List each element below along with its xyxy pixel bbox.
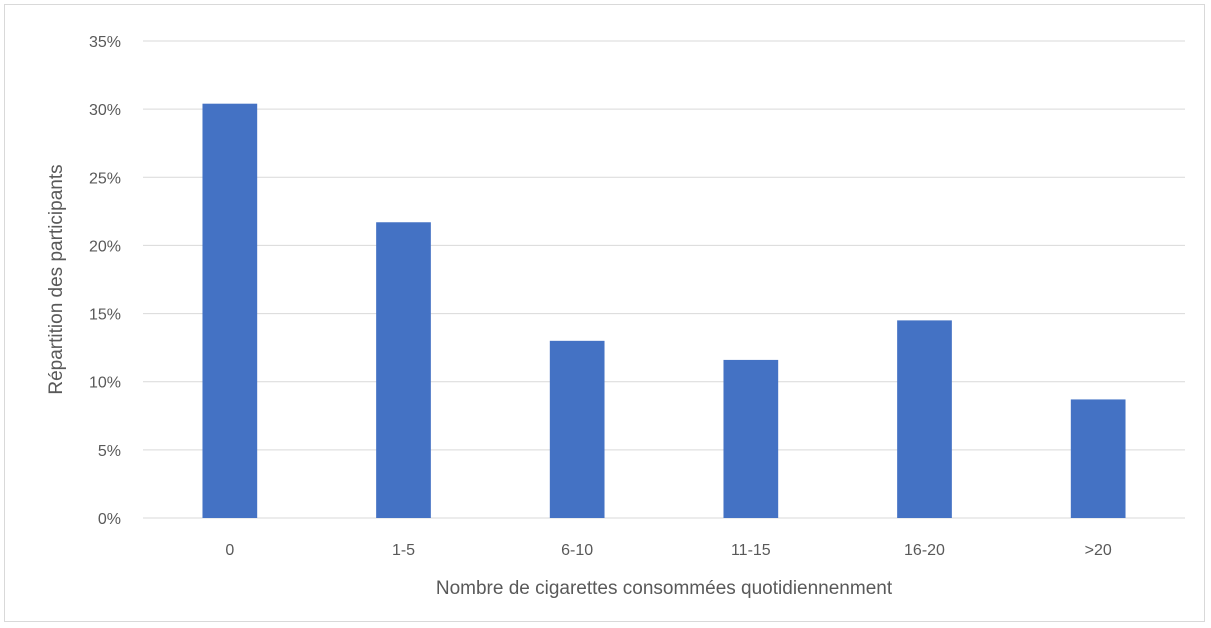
y-axis-ticks: 0% 5% 10% 15% 20% 25% 30% 35% [89,34,121,528]
bar-3 [723,360,778,518]
bar-2 [550,341,605,518]
bars [202,104,1125,518]
bar-5 [1071,399,1126,518]
x-tick-label: 6-10 [561,542,593,559]
x-tick-label: 0 [225,542,234,559]
x-axis-title: Nombre de cigarettes consommées quotidie… [436,578,893,599]
y-axis-title: Répartition des participants [46,164,67,394]
y-tick-label: 20% [89,238,121,255]
bar-0 [202,104,257,518]
x-tick-label: >20 [1085,542,1112,559]
y-tick-label: 0% [98,511,121,528]
x-tick-label: 1-5 [392,542,415,559]
x-axis-ticks: 0 1-5 6-10 11-15 16-20 >20 [225,542,1111,559]
gridlines [143,41,1185,518]
y-tick-label: 5% [98,443,121,460]
x-tick-label: 11-15 [731,542,771,559]
y-tick-label: 35% [89,34,121,51]
y-tick-label: 10% [89,375,121,392]
bar-1 [376,222,431,518]
bar-4 [897,320,952,518]
y-tick-label: 30% [89,102,121,119]
y-tick-label: 15% [89,307,121,324]
x-tick-label: 16-20 [904,542,945,559]
y-tick-label: 25% [89,170,121,187]
